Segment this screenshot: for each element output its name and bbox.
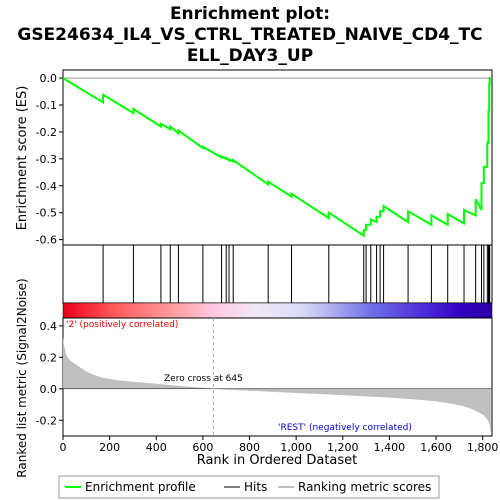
x-tick-label: 0 xyxy=(60,441,67,454)
metric-y-axis-label: Ranked list metric (Signal2Noise) xyxy=(15,278,29,477)
metric-panel: '2' (positively correlated) Zero cross a… xyxy=(15,278,493,478)
x-tick-label: 1,600 xyxy=(420,441,452,454)
title-line-1: Enrichment plot: xyxy=(170,4,330,24)
es-y-tick-label: -0.2 xyxy=(36,126,57,139)
x-tick-label: 800 xyxy=(239,441,260,454)
x-tick-label: 1,000 xyxy=(280,441,312,454)
es-y-tick-label: -0.4 xyxy=(36,180,57,193)
x-tick-label: 400 xyxy=(146,441,167,454)
x-tick-label: 1,800 xyxy=(467,441,499,454)
metric-y-tick-label: 0.4 xyxy=(40,320,58,333)
title-line-2: GSE24634_IL4_VS_CTRL_TREATED_NAIVE_CD4_T… xyxy=(17,25,482,45)
x-axis-label: Rank in Ordered Dataset xyxy=(197,453,358,468)
es-y-tick-label: -0.1 xyxy=(36,99,57,112)
legend-enrichment-profile: Enrichment profile xyxy=(85,480,196,494)
metric-y-tick-label: 0.2 xyxy=(40,351,58,364)
metric-y-tick-label: -0.2 xyxy=(36,414,57,427)
rank-color-bar xyxy=(62,302,493,319)
negative-correlation-label: 'REST' (negatively correlated) xyxy=(278,423,412,433)
legend-ranking-metric: Ranking metric scores xyxy=(298,480,431,494)
es-y-axis: 0.0 -0.1 -0.2 -0.3 -0.4 -0.5 -0.6 xyxy=(36,72,63,247)
zero-cross-label: Zero cross at 645 xyxy=(164,374,243,384)
x-tick-label: 1,200 xyxy=(327,441,359,454)
enrichment-profile-line xyxy=(62,77,491,238)
x-tick-label: 1,400 xyxy=(374,441,406,454)
positive-correlation-label: '2' (positively correlated) xyxy=(66,320,178,330)
title-line-3: ELL_DAY3_UP xyxy=(187,46,313,66)
ranking-metric-area xyxy=(63,336,491,433)
x-tick-label: 200 xyxy=(99,441,120,454)
x-tick-label: 600 xyxy=(192,441,213,454)
es-y-tick-label: -0.6 xyxy=(36,234,57,247)
es-y-tick-label: -0.5 xyxy=(36,207,57,220)
es-y-tick-label: 0.0 xyxy=(40,72,58,85)
legend-box xyxy=(58,475,440,499)
metric-y-axis: 0.4 0.2 0.0 -0.2 xyxy=(36,320,63,427)
es-panel: 0.0 -0.1 -0.2 -0.3 -0.4 -0.5 -0.6 Enrichment s… xyxy=(15,69,493,247)
hits-group xyxy=(102,245,491,303)
x-axis: 0 200 400 600 800 1,000 1,200 1,400 1,600 1,800 xyxy=(60,436,499,454)
legend: Enrichment profile Hits Ranking metric s… xyxy=(58,475,440,499)
legend-hits: Hits xyxy=(244,480,267,494)
metric-y-tick-label: 0.0 xyxy=(40,383,58,396)
es-y-tick-label: -0.3 xyxy=(36,153,57,166)
es-y-axis-label: Enrichment score (ES) xyxy=(15,86,30,231)
